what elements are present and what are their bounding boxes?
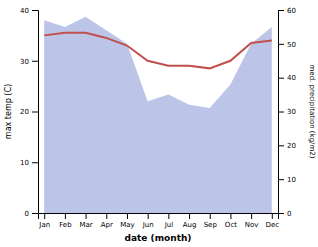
tick-mark (148, 213, 149, 219)
tick-label: May (120, 221, 134, 229)
tick-mark (278, 44, 284, 45)
tick-mark (32, 162, 38, 163)
tick-mark (272, 213, 273, 219)
tick: May (120, 213, 134, 229)
tick-mark (32, 10, 38, 11)
tick: 30 (278, 108, 296, 116)
tick: Jun (142, 213, 154, 229)
tick: 0 (278, 210, 291, 218)
tick-label: Nov (245, 221, 259, 229)
tick-mark (210, 213, 211, 219)
tick-mark (278, 145, 284, 146)
tick-label: 40 (20, 7, 29, 15)
tick-mark (278, 179, 284, 180)
marks (44, 17, 272, 213)
tick-label: Mar (79, 221, 92, 229)
tick-label: 40 (287, 74, 296, 82)
tick: Dec (266, 213, 280, 229)
tick-label: Feb (59, 221, 72, 229)
tick-mark (278, 78, 284, 79)
tick-mark (65, 213, 66, 219)
chart: Jan Feb Mar Apr May Jun Jul Aug Sep Oct Nov Dec 0 10 2… (0, 0, 318, 247)
tick-mark (86, 213, 87, 219)
tick: Jan (38, 213, 50, 229)
tick: 0 (25, 210, 38, 218)
tick-mark (278, 213, 284, 214)
tick-mark (278, 10, 284, 11)
tick: 50 (278, 41, 296, 49)
x-axis: Jan Feb Mar Apr May Jun Jul Aug Sep Oct Nov Dec (38, 213, 279, 229)
tick: 20 (20, 108, 38, 116)
y2-axis-title: med. precipitation (kg/m2) (308, 65, 316, 159)
tick: Apr (101, 213, 113, 229)
tick-label: Jul (164, 221, 174, 229)
tick-label: 50 (287, 41, 296, 49)
tick-label: 30 (20, 57, 29, 65)
tick: 10 (278, 176, 296, 184)
tick-label: 20 (20, 108, 29, 116)
tick-label: Aug (183, 221, 197, 229)
tick: Feb (59, 213, 72, 229)
tick: Sep (204, 213, 218, 229)
y-axis: 0 10 20 30 40 (20, 7, 38, 218)
tick-mark (251, 213, 252, 219)
plot: Jan Feb Mar Apr May Jun Jul Aug Sep Oct Nov Dec 0 10 2… (20, 7, 296, 229)
axis-domain (39, 214, 279, 220)
axis-domain (32, 11, 39, 214)
tick-mark (127, 213, 128, 219)
tick: 20 (278, 142, 296, 150)
tick-mark (230, 213, 231, 219)
tick-label: Dec (266, 221, 280, 229)
tick-label: 10 (20, 159, 29, 167)
tick-label: 0 (25, 210, 29, 218)
tick: 30 (20, 57, 38, 65)
axis-domain (279, 11, 285, 214)
tick-label: 10 (287, 176, 296, 184)
tick-label: Sep (204, 221, 218, 229)
tick: 40 (278, 74, 296, 82)
tick: 40 (20, 7, 38, 15)
tick: Oct (225, 213, 237, 229)
tick-label: Oct (225, 221, 237, 229)
x-axis-title: date (month) (125, 233, 192, 243)
tick: Nov (245, 213, 259, 229)
tick-mark (168, 213, 169, 219)
tick-mark (189, 213, 190, 219)
line (44, 33, 272, 69)
tick-label: 20 (287, 142, 296, 150)
tick: Aug (183, 213, 197, 229)
y-axis-title: max temp (C) (4, 84, 13, 139)
tick-label: Apr (101, 221, 113, 229)
tick-label: 60 (287, 7, 296, 15)
tick: Jul (164, 213, 174, 229)
tick-label: 0 (287, 210, 291, 218)
tick: 10 (20, 159, 38, 167)
tick: Mar (79, 213, 92, 229)
tick-mark (32, 213, 38, 214)
tick-mark (32, 112, 38, 113)
tick-mark (106, 213, 107, 219)
tick-mark (44, 213, 45, 219)
area (44, 17, 272, 213)
tick-label: 30 (287, 108, 296, 116)
tick-label: Jun (142, 221, 154, 229)
tick: 60 (278, 7, 296, 15)
y2-axis: 0 10 20 30 40 50 60 (278, 7, 296, 218)
tick-mark (278, 112, 284, 113)
tick-label: Jan (38, 221, 50, 229)
tick-mark (32, 61, 38, 62)
